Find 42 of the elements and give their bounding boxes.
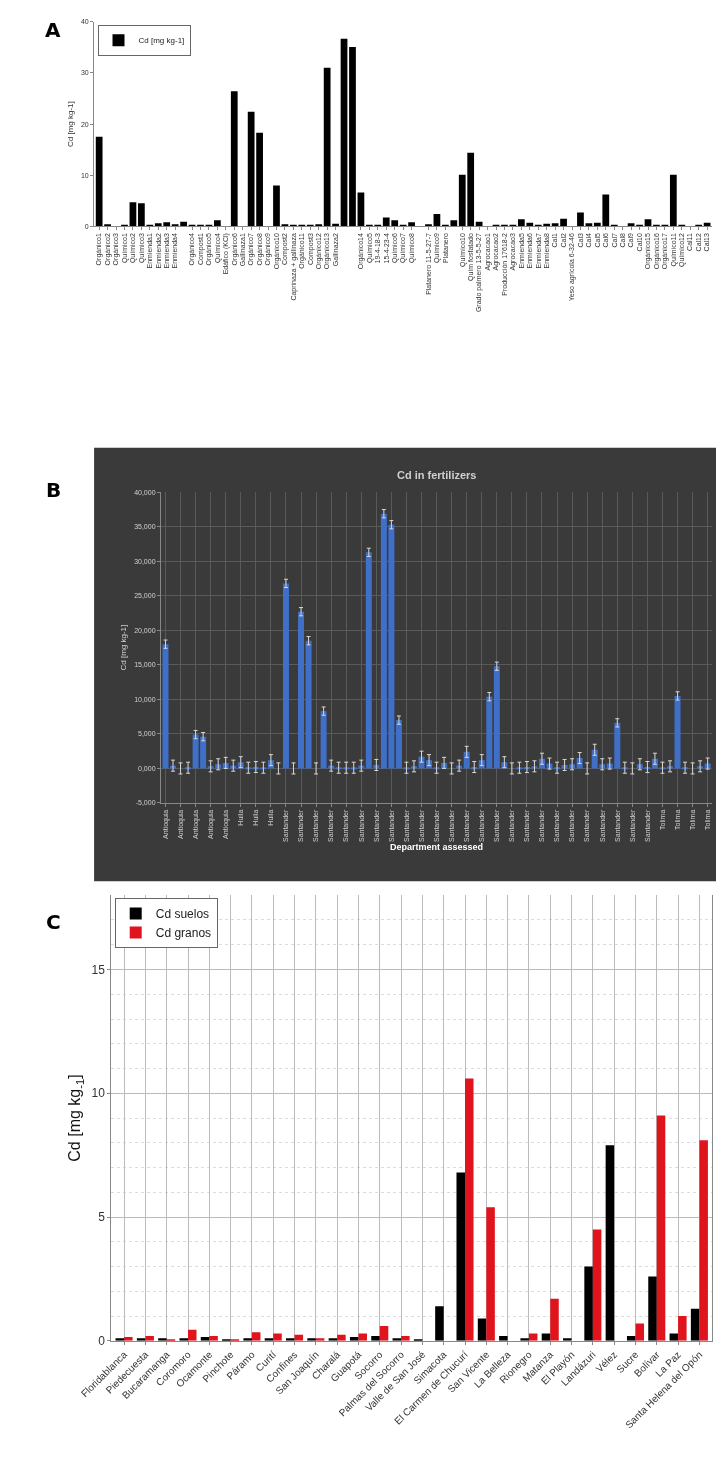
y-tick-label: 5 <box>98 1210 106 1225</box>
chart-title: Cd in fertilizers <box>397 469 477 481</box>
text: B <box>46 478 62 502</box>
legend-label: Cd suelos <box>155 907 210 922</box>
bar <box>656 1115 666 1341</box>
y-tick-label: 15 <box>91 962 106 977</box>
y-tick-label: 10 <box>91 1086 106 1101</box>
text: C <box>46 910 61 934</box>
bar <box>605 1145 615 1341</box>
bar <box>230 91 238 227</box>
bar <box>635 1323 644 1341</box>
bar <box>550 1298 559 1341</box>
bar <box>188 1329 197 1341</box>
bar <box>648 1276 657 1341</box>
y-tick-label: 0 <box>98 1334 106 1349</box>
bar <box>273 1333 282 1341</box>
y-axis-title: Cd [mg kg-1] <box>65 101 75 147</box>
bar <box>456 1172 465 1341</box>
bar <box>213 220 221 227</box>
bar <box>678 1316 687 1341</box>
bar <box>475 221 483 227</box>
bar <box>592 1229 602 1341</box>
bar <box>465 1078 474 1341</box>
bar <box>162 644 169 769</box>
text: A <box>45 18 61 42</box>
y-axis-title: Cd [mg kg-1] <box>118 624 128 671</box>
bar <box>577 212 584 227</box>
legend-label: Cd granos <box>155 926 212 941</box>
bar <box>425 224 432 227</box>
bar <box>584 1266 593 1341</box>
bar <box>305 640 312 769</box>
bar <box>273 185 280 227</box>
bar <box>486 1207 495 1341</box>
bar <box>282 583 289 769</box>
bar <box>349 46 356 227</box>
bar <box>690 1308 700 1341</box>
x-axis-title: Department assessed <box>390 842 484 853</box>
bar <box>358 1333 367 1341</box>
bar <box>699 1140 708 1341</box>
legend-label: Cd [mg kg-1] <box>138 36 185 46</box>
bar <box>435 1306 444 1341</box>
bar <box>298 611 305 769</box>
